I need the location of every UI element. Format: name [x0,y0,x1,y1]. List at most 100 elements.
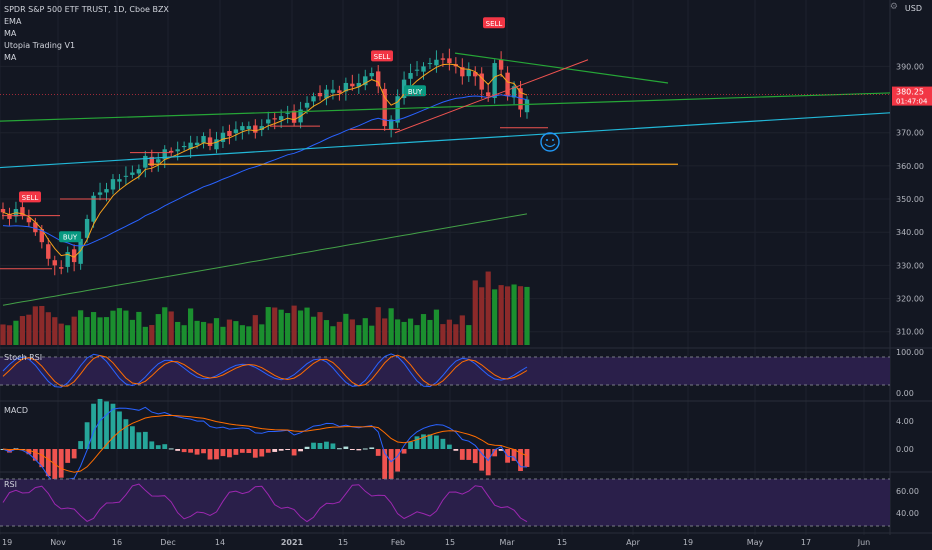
candle-body [168,150,174,153]
candle-body [291,110,297,123]
candle-body [330,89,336,93]
candle-body [188,142,193,150]
currency-label: USD [904,4,922,13]
price-tick-label: 320.00 [896,295,924,304]
volume-bar [265,307,271,345]
candle-body [492,63,497,98]
macd-bar [492,449,498,457]
time-tick-label: Jun [857,538,871,547]
candle-body [311,96,316,102]
candle-body [91,195,96,222]
candle-body [356,82,362,87]
price-tick-label: 340.00 [896,228,924,237]
signal-label: SELL [486,20,503,28]
macd-bar [194,449,200,455]
volume-bar [90,312,97,345]
candle-body [337,90,342,93]
signal-box [19,191,41,203]
macd-bar [421,434,426,449]
macd-bar [459,449,465,460]
volume-bar [362,318,368,345]
macd-bar [265,449,271,453]
volume-bar [71,316,77,345]
time-tick-label: 17 [801,538,811,547]
time-tick-label: 15 [445,538,455,547]
volume-bar [317,312,323,345]
volume-bar [401,321,407,345]
candle-body [498,59,504,70]
macd-bar [39,449,45,468]
macd-bar [343,446,349,449]
macd-bar [45,449,51,477]
volume-bar [472,280,478,345]
candle-body [473,72,478,77]
macd-bar [317,442,323,449]
volume-bar [517,286,524,345]
volume-bar [233,321,239,345]
macd-bar [382,449,388,482]
macd-bar [32,449,38,461]
macd-bar [272,449,278,452]
volume-bar [278,309,284,345]
macd-bar [427,434,433,449]
signal-sell-marker: SELL [371,50,393,62]
volume-bar [259,324,265,345]
volume-bar [356,325,362,345]
volume-bar [407,318,414,345]
macd-bar [97,398,103,449]
macd-bar [298,449,303,452]
signal-buy-marker: BUY [59,231,81,243]
settings-gear-icon[interactable]: ⚙ [889,2,898,12]
volume-bar [382,318,388,345]
price-tick-label: 390.00 [896,62,924,71]
red-trendline [394,59,589,134]
support-trendline [0,92,891,122]
macd-bar [175,449,181,451]
macd-bar [291,449,297,456]
macd-bar [201,449,206,454]
rsi-line [2,483,528,523]
volume-bar [446,319,452,345]
volume-bar [168,311,174,345]
macd-bar [369,447,375,449]
volume-bar [414,325,420,345]
stoch-k-line [2,353,528,388]
macd-bar [362,448,368,450]
volume-bar [6,325,13,345]
stoch-d-line [2,354,528,387]
smiley-eye [552,139,554,141]
macd-bar [466,449,472,460]
volume-bar [272,307,278,345]
candle-body [65,252,70,267]
volume-bar [142,326,148,345]
candle-body [382,88,387,127]
volume-bar [136,311,142,345]
candle-body [26,217,32,223]
macd-bar [434,435,439,449]
signal-sell-marker: SELL [483,17,505,29]
volume-bar [427,319,433,345]
macd-bar [446,444,452,449]
macd-bar [227,449,232,458]
candle-body [421,66,426,72]
volume-bar [440,324,446,345]
last-price-label: 380.25 [896,88,924,97]
candle-body [479,73,484,90]
volume-bar [13,320,19,345]
stoch-tick-label: 100.00 [896,348,924,357]
candle-body [369,73,374,77]
volume-bar [343,313,349,345]
signal-buy-marker: BUY [404,85,426,97]
macd-bar [58,449,64,478]
volume-bar [123,310,129,345]
macd-bar [498,449,504,451]
candle-body [272,118,277,120]
macd-bar [78,441,84,449]
candle-body [123,175,129,177]
volume-bar [65,325,71,345]
rsi-label: RSI [4,480,17,489]
volume-bar [453,324,459,345]
volume-bar [162,307,168,345]
candle-body [304,102,310,108]
